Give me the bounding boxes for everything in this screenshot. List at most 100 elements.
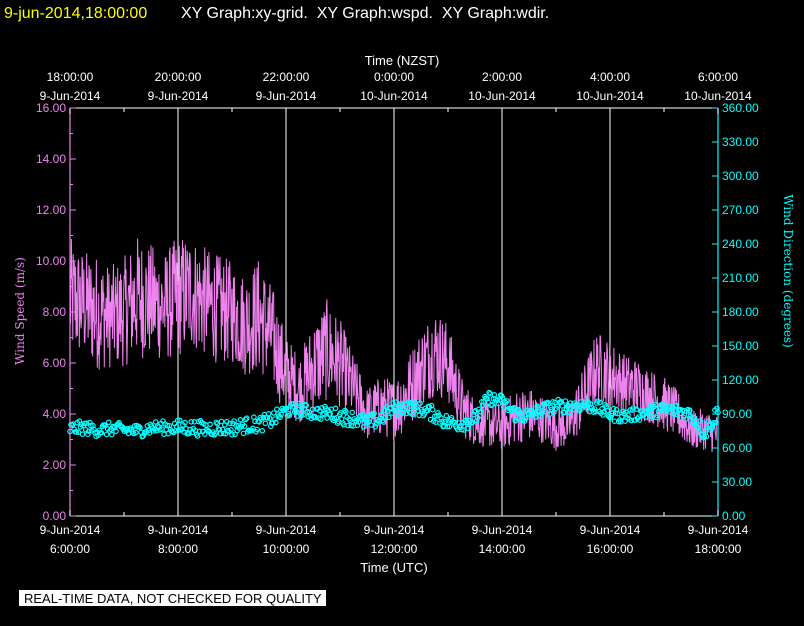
top-x-axis-label: Time (NZST) — [365, 53, 440, 68]
right-y-tick-label: 30.00 — [722, 475, 752, 489]
wind-direction-point — [231, 418, 237, 424]
wind-direction-point — [176, 417, 183, 424]
wind-direction-point — [566, 409, 573, 416]
top-time-tick-label: 22:00:00 — [263, 70, 310, 84]
wind-direction-point — [610, 405, 617, 412]
wind-direction-point — [590, 409, 597, 415]
wind-direction-point — [372, 423, 379, 430]
wind-direction-point — [601, 408, 607, 415]
wind-direction-point — [513, 417, 520, 424]
right-y-tick-label: 180.00 — [722, 305, 759, 319]
wind-direction-point — [343, 409, 349, 415]
wind-direction-point — [218, 418, 225, 425]
wind-direction-point — [73, 429, 80, 435]
wind-direction-point — [332, 405, 339, 412]
wind-direction-point — [303, 402, 310, 409]
wind-direction-point — [202, 431, 208, 437]
top-time-tick-label: 6:00:00 — [698, 70, 738, 84]
wind-direction-point — [225, 427, 231, 434]
bottom-time-tick-label: 6:00:00 — [50, 542, 90, 556]
right-y-tick-label: 300.00 — [722, 169, 759, 183]
top-time-tick-label: 20:00:00 — [155, 70, 202, 84]
wind-direction-point — [278, 411, 284, 418]
wind-direction-point — [371, 410, 377, 417]
wind-direction-point — [378, 411, 385, 418]
top-date-tick-label: 9-Jun-2014 — [148, 89, 209, 103]
wind-direction-point — [290, 400, 297, 407]
wind-direction-point — [600, 412, 606, 418]
bottom-time-tick-label: 18:00:00 — [695, 542, 742, 556]
wind-direction-point — [321, 410, 327, 417]
left-y-tick-label: 0.00 — [43, 509, 67, 523]
wind-direction-point — [220, 430, 227, 437]
wind-direction-point — [671, 411, 677, 417]
right-y-tick-label: 120.00 — [722, 373, 759, 387]
wind-direction-point — [254, 426, 260, 433]
left-y-tick-label: 2.00 — [43, 458, 67, 472]
axes — [69, 107, 719, 517]
wind-direction-point — [443, 412, 450, 419]
bottom-time-tick-label: 10:00:00 — [263, 542, 310, 556]
bottom-date-tick-label: 9-Jun-2014 — [364, 523, 425, 537]
wind-direction-point — [388, 404, 394, 411]
wind-direction-point — [614, 410, 621, 417]
wind-direction-point — [604, 407, 611, 414]
wind-direction-point — [105, 419, 112, 426]
wind-direction-point — [289, 403, 296, 410]
wind-direction-point — [283, 405, 290, 412]
wind-direction-point — [354, 422, 361, 429]
wind-direction-point — [87, 419, 93, 426]
wind-direction-point — [485, 399, 491, 405]
wind-direction-point — [212, 430, 219, 437]
wind-direction-point — [214, 420, 221, 427]
wind-direction-point — [286, 412, 293, 419]
wind-direction-point — [682, 416, 689, 423]
wind-direction-point — [587, 401, 594, 408]
wind-direction-point — [312, 414, 319, 421]
wind-direction-point — [400, 409, 407, 416]
wind-direction-point — [439, 418, 445, 425]
wind-direction-point — [116, 419, 122, 426]
top-date-tick-label: 10-Jun-2014 — [360, 89, 428, 103]
wind-direction-point — [237, 416, 244, 423]
wind-direction-point — [81, 420, 88, 427]
wind-direction-point — [609, 410, 616, 417]
top-time-tick-label: 4:00:00 — [590, 70, 630, 84]
wind-direction-point — [88, 422, 94, 429]
wind-direction-point — [229, 431, 235, 438]
left-y-tick-label: 14.00 — [36, 152, 66, 166]
wind-direction-point — [537, 413, 544, 419]
wind-direction-point — [652, 401, 659, 408]
wind-direction-point — [337, 409, 344, 416]
wind-direction-point — [277, 414, 283, 421]
top-date-tick-label: 9-Jun-2014 — [40, 89, 101, 103]
wind-direction-point — [398, 403, 405, 410]
wind-direction-point — [91, 426, 97, 433]
wind-direction-point — [182, 419, 188, 426]
wind-direction-point — [241, 423, 248, 430]
wind-direction-point — [288, 400, 295, 407]
wind-direction-point — [533, 410, 539, 416]
wind-direction-point — [217, 430, 224, 437]
left-y-tick-label: 10.00 — [36, 254, 66, 268]
left-y-axis-label: Wind Speed (m/s) — [13, 257, 27, 365]
wind-direction-point — [539, 407, 546, 414]
wind-direction-point — [86, 428, 92, 435]
bottom-date-tick-label: 9-Jun-2014 — [472, 523, 533, 537]
wind-direction-point — [137, 424, 143, 431]
wind-direction-point — [583, 404, 590, 411]
wind-direction-point — [630, 405, 637, 411]
top-date-tick-label: 10-Jun-2014 — [684, 89, 752, 103]
bottom-time-tick-label: 14:00:00 — [479, 542, 526, 556]
wind-direction-point — [345, 422, 351, 429]
wind-direction-point — [521, 418, 528, 425]
right-y-tick-label: 60.00 — [722, 441, 752, 455]
header-graph-titles: XY Graph:xy-grid. XY Graph:wspd. XY Grap… — [181, 5, 549, 22]
wind-direction-point — [694, 423, 700, 430]
wind-direction-point — [542, 408, 549, 415]
wind-direction-point — [320, 411, 326, 418]
wind-direction-point — [174, 417, 181, 424]
wind-direction-point — [477, 408, 484, 415]
top-date-tick-label: 10-Jun-2014 — [468, 89, 536, 103]
